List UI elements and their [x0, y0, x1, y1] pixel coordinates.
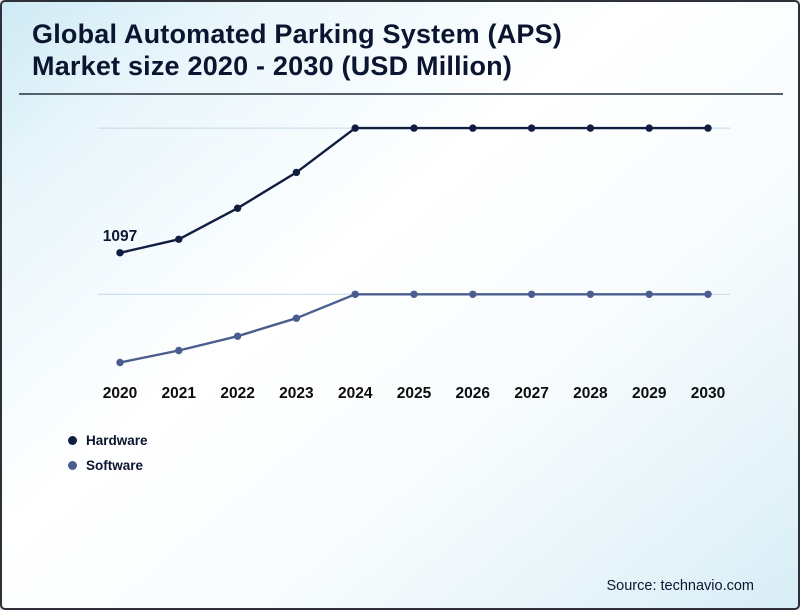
- line-chart: 1097 2020 2021 2022 2023 2024 2025 2026 2027 2028…: [98, 124, 730, 402]
- data-point-software: [351, 290, 359, 298]
- x-axis-label: 2021: [162, 385, 197, 402]
- source-attribution: Source: technavio.com: [606, 578, 755, 594]
- data-point-software: [233, 332, 242, 340]
- data-point-software: [175, 346, 183, 354]
- page-title-line2: Market size 2020 - 2030 (USD Million): [32, 51, 513, 82]
- x-axis-label: 2022: [220, 385, 254, 402]
- legend-item-hardware: Hardware: [68, 433, 798, 448]
- series-line-software: [119, 292, 708, 364]
- data-point-hardware: [704, 124, 712, 132]
- data-point-hardware: [292, 168, 301, 176]
- data-point-hardware: [586, 124, 595, 132]
- series-line-hardware: [119, 126, 708, 254]
- x-axis-label: 2029: [632, 385, 667, 402]
- chart-legend: Hardware Software: [68, 433, 798, 473]
- data-point-hardware: [233, 204, 242, 212]
- page-title-line1: Global Automated Parking System (APS): [32, 19, 562, 49]
- data-point-hardware: [645, 124, 653, 132]
- data-point-hardware: [175, 235, 183, 243]
- x-axis-label: 2024: [338, 385, 373, 402]
- data-point-hardware: [116, 248, 124, 257]
- data-point-software: [645, 290, 653, 298]
- x-axis-label: 2025: [397, 385, 432, 402]
- data-point-software: [704, 290, 712, 298]
- value-label: 1097: [103, 228, 137, 245]
- title-divider: [19, 92, 783, 95]
- data-point-hardware: [410, 124, 418, 132]
- data-point-software: [116, 358, 124, 366]
- x-axis-label: 2026: [456, 385, 491, 402]
- hardware-series-dot: [68, 435, 77, 445]
- data-point-software: [292, 314, 301, 322]
- chart-header: Global Automated Parking System (APS) Ma…: [2, 2, 798, 95]
- x-axis-label: 2030: [691, 385, 725, 402]
- x-axis-label: 2023: [279, 385, 314, 402]
- data-point-software: [469, 290, 477, 298]
- legend-item-software: Software: [68, 458, 798, 473]
- x-axis-label: 2020: [103, 385, 137, 402]
- legend-label-hardware: Hardware: [86, 432, 148, 448]
- data-point-hardware: [469, 124, 477, 132]
- legend-label-software: Software: [86, 457, 144, 473]
- data-point-software: [586, 290, 595, 298]
- data-point-software: [410, 290, 418, 298]
- data-point-hardware: [351, 124, 359, 132]
- data-point-software: [527, 290, 536, 298]
- x-axis-label: 2027: [514, 385, 548, 402]
- data-point-hardware: [527, 124, 536, 132]
- x-axis-label: 2028: [573, 385, 608, 402]
- software-series-dot: [68, 460, 77, 470]
- page-title: Global Automated Parking System (APS) Ma…: [32, 18, 770, 83]
